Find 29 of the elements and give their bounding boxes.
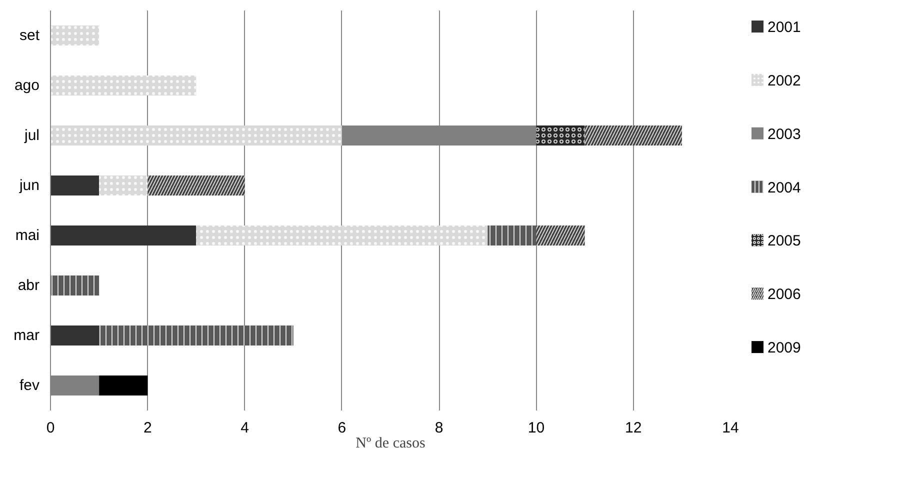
bar: [99, 376, 148, 396]
legend-label: 2006: [768, 286, 801, 304]
y-tick-label: fev: [19, 377, 40, 394]
y-tick-label: ago: [14, 77, 40, 94]
x-tick-label: 12: [625, 420, 642, 436]
y-tick-label: jul: [23, 127, 40, 144]
bar: [50, 176, 100, 196]
x-tick-label: 2: [143, 420, 152, 436]
y-tick-label: mar: [14, 327, 40, 344]
y-tick-label: jun: [18, 177, 40, 194]
bar: [50, 226, 196, 246]
legend-label: 2002: [768, 72, 801, 90]
legend-label: 2003: [768, 126, 801, 143]
x-tick-label: 14: [722, 420, 739, 436]
y-tick-label: mai: [15, 227, 40, 244]
legend-label: 2009: [768, 340, 801, 357]
y-tick-label: set: [19, 27, 40, 44]
x-tick-label: 8: [434, 420, 444, 436]
bar: [50, 326, 100, 346]
y-tick-label: abr: [18, 277, 40, 294]
legend-label: 2001: [768, 19, 801, 36]
legend-label: 2004: [768, 179, 801, 196]
x-axis-title: Nº de casos: [356, 436, 426, 452]
x-tick-label: 0: [46, 420, 55, 436]
bar: [342, 126, 536, 146]
x-tick-label: 6: [338, 420, 346, 436]
x-tick-label: 10: [528, 420, 545, 436]
x-tick-label: 4: [240, 420, 249, 436]
legend-label: 2005: [768, 232, 801, 250]
